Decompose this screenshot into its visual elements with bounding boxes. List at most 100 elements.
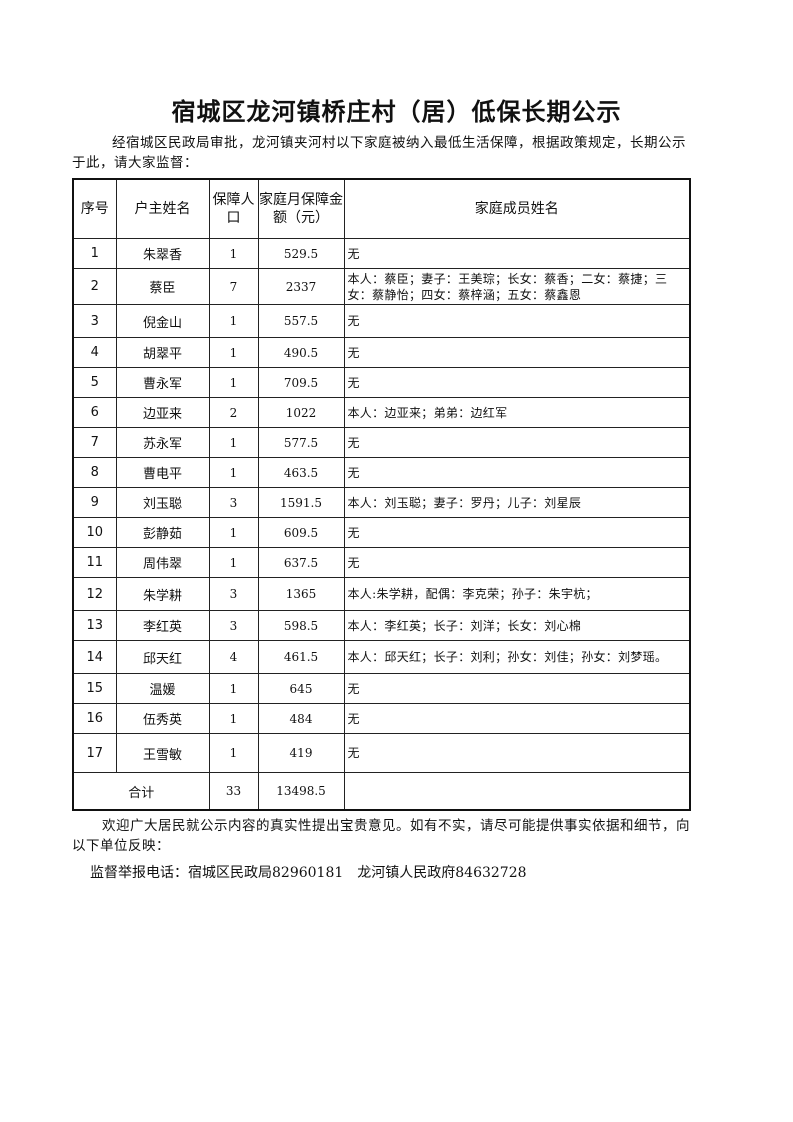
cell-seq: 16 (72, 703, 117, 734)
cell-seq: 15 (72, 673, 117, 704)
cell-amount: 637.5 (257, 547, 345, 578)
cell-seq: 13 (72, 610, 117, 641)
table-row: 11 周伟翠 1 637.5 无 (72, 547, 691, 578)
cell-pop: 1 (208, 673, 259, 704)
cell-pop: 1 (208, 337, 259, 368)
table-row: 13 李红英 3 598.5 本人：李红英；长子：刘洋；长女：刘心棉 (72, 610, 691, 641)
header-seq: 序号 (72, 178, 117, 239)
cell-members: 无 (343, 304, 691, 338)
cell-amount: 484 (257, 703, 345, 734)
cell-amount: 1591.5 (257, 487, 345, 518)
table-row: 17 王雪敏 1 419 无 (72, 733, 691, 773)
cell-amount: 645 (257, 673, 345, 704)
cell-name: 朱翠香 (115, 238, 210, 269)
cell-seq: 5 (72, 367, 117, 398)
table-row: 3 倪金山 1 557.5 无 (72, 304, 691, 338)
cell-members: 无 (343, 517, 691, 548)
report-phone: 监督举报电话：宿城区民政局82960181 龙河镇人民政府84632728 (90, 865, 527, 881)
cell-amount: 598.5 (257, 610, 345, 641)
header-members: 家庭成员姓名 (343, 178, 691, 239)
cell-name: 边亚来 (115, 397, 210, 428)
cell-members: 无 (343, 457, 691, 488)
cell-pop: 1 (208, 367, 259, 398)
subsidy-table: 序号 户主姓名 保障人口 家庭月保障金额（元） 家庭成员姓名 1 朱翠香 1 529.… (72, 178, 691, 811)
cell-pop: 1 (208, 238, 259, 269)
table-row: 5 曹永军 1 709.5 无 (72, 367, 691, 398)
cell-members: 本人：边亚来；弟弟：边红军 (343, 397, 691, 428)
total-label: 合计 (72, 772, 210, 811)
intro-paragraph: 经宿城区民政局审批，龙河镇夹河村以下家庭被纳入最低生活保障，根据政策规定，长期公… (72, 135, 686, 171)
cell-amount: 577.5 (257, 427, 345, 458)
cell-amount: 490.5 (257, 337, 345, 368)
cell-name: 朱学耕 (115, 577, 210, 611)
table-row: 12 朱学耕 3 1365 本人:朱学耕，配偶：李克荣；孙子：朱宇杭； (72, 577, 691, 611)
cell-amount: 463.5 (257, 457, 345, 488)
cell-members: 无 (343, 673, 691, 704)
cell-amount: 2337 (257, 268, 345, 305)
cell-pop: 1 (208, 304, 259, 338)
cell-name: 李红英 (115, 610, 210, 641)
cell-name: 彭静茹 (115, 517, 210, 548)
table-row: 8 曹电平 1 463.5 无 (72, 457, 691, 488)
cell-members: 无 (343, 238, 691, 269)
cell-pop: 3 (208, 577, 259, 611)
cell-pop: 3 (208, 487, 259, 518)
cell-members: 本人：李红英；长子：刘洋；长女：刘心棉 (343, 610, 691, 641)
footer-paragraph: 欢迎广大居民就公示内容的真实性提出宝贵意见。如有不实，请尽可能提供事实依据和细节… (72, 818, 690, 854)
total-members (343, 772, 691, 811)
cell-amount: 709.5 (257, 367, 345, 398)
cell-seq: 10 (72, 517, 117, 548)
table-row: 6 边亚来 2 1022 本人：边亚来；弟弟：边红军 (72, 397, 691, 428)
cell-members: 本人：邱天红；长子：刘利；孙女：刘佳；孙女：刘梦瑶。 (343, 640, 691, 674)
cell-name: 曹电平 (115, 457, 210, 488)
cell-pop: 1 (208, 733, 259, 773)
cell-name: 曹永军 (115, 367, 210, 398)
cell-amount: 419 (257, 733, 345, 773)
cell-seq: 7 (72, 427, 117, 458)
table-row: 9 刘玉聪 3 1591.5 本人：刘玉聪；妻子：罗丹；儿子：刘星辰 (72, 487, 691, 518)
cell-amount: 529.5 (257, 238, 345, 269)
header-householder: 户主姓名 (115, 178, 210, 239)
cell-pop: 1 (208, 547, 259, 578)
cell-pop: 2 (208, 397, 259, 428)
cell-name: 刘玉聪 (115, 487, 210, 518)
cell-pop: 1 (208, 703, 259, 734)
total-row: 合计 33 13498.5 (72, 772, 691, 811)
cell-seq: 11 (72, 547, 117, 578)
cell-pop: 1 (208, 427, 259, 458)
cell-members: 无 (343, 427, 691, 458)
cell-members: 无 (343, 337, 691, 368)
total-population: 33 (208, 772, 259, 811)
cell-seq: 9 (72, 487, 117, 518)
cell-seq: 14 (72, 640, 117, 674)
table-row: 1 朱翠香 1 529.5 无 (72, 238, 691, 269)
cell-seq: 3 (72, 304, 117, 338)
cell-name: 周伟翠 (115, 547, 210, 578)
cell-name: 温媛 (115, 673, 210, 704)
cell-name: 王雪敏 (115, 733, 210, 773)
cell-members: 无 (343, 733, 691, 773)
table-row: 15 温媛 1 645 无 (72, 673, 691, 704)
cell-members: 本人:朱学耕，配偶：李克荣；孙子：朱宇杭； (343, 577, 691, 611)
cell-name: 苏永军 (115, 427, 210, 458)
table-row: 4 胡翠平 1 490.5 无 (72, 337, 691, 368)
table-row: 10 彭静茹 1 609.5 无 (72, 517, 691, 548)
cell-seq: 1 (72, 238, 117, 269)
cell-amount: 1022 (257, 397, 345, 428)
header-population: 保障人口 (208, 178, 259, 239)
header-amount: 家庭月保障金额（元） (257, 178, 345, 239)
table-row: 2 蔡臣 7 2337 本人：蔡臣；妻子：王美琮；长女：蔡香；二女：蔡捷；三女：蔡静怡；… (72, 268, 691, 305)
cell-members: 本人：刘玉聪；妻子：罗丹；儿子：刘星辰 (343, 487, 691, 518)
cell-seq: 17 (72, 733, 117, 773)
cell-name: 邱天红 (115, 640, 210, 674)
cell-pop: 7 (208, 268, 259, 305)
cell-amount: 609.5 (257, 517, 345, 548)
cell-name: 蔡臣 (115, 268, 210, 305)
table-row: 16 伍秀英 1 484 无 (72, 703, 691, 734)
table-header-row: 序号 户主姓名 保障人口 家庭月保障金额（元） 家庭成员姓名 (72, 178, 691, 239)
table-row: 14 邱天红 4 461.5 本人：邱天红；长子：刘利；孙女：刘佳；孙女：刘梦瑶。 (72, 640, 691, 674)
page-title: 宿城区龙河镇桥庄村（居）低保长期公示 (171, 97, 622, 126)
cell-seq: 4 (72, 337, 117, 368)
cell-seq: 2 (72, 268, 117, 305)
cell-amount: 1365 (257, 577, 345, 611)
